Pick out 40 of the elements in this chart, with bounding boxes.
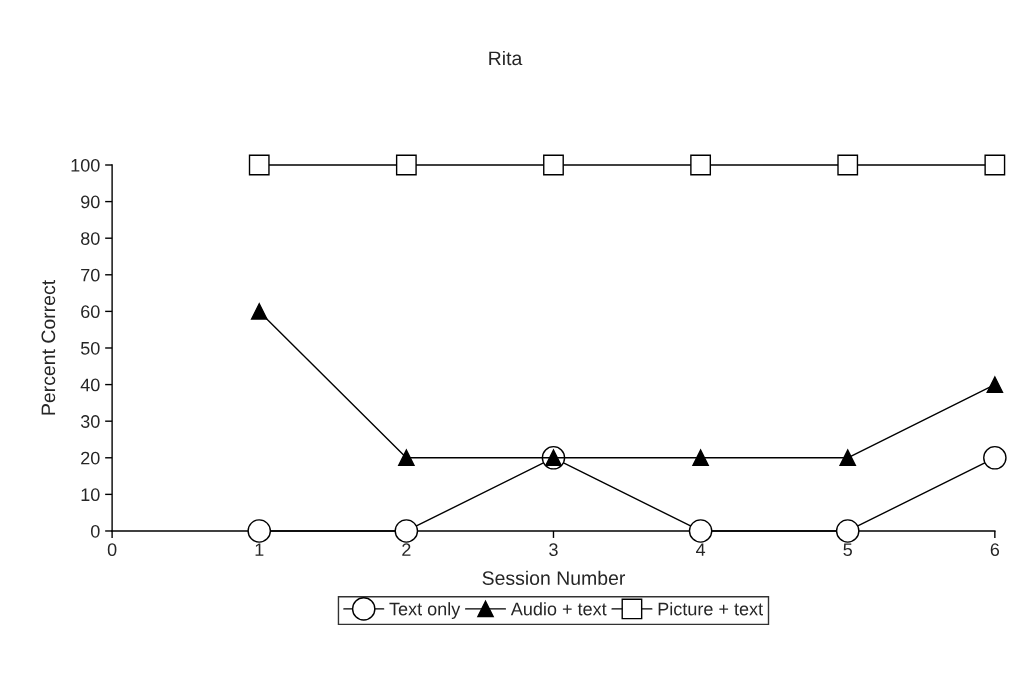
x-tick-label: 3 (549, 543, 558, 557)
y-tick-label: 80 (81, 232, 100, 245)
point (839, 449, 857, 467)
legend-label: Text only (389, 602, 461, 619)
y-tick-label: 40 (80, 378, 100, 392)
point (688, 519, 713, 543)
point (692, 449, 709, 467)
y-tick-label: 0 (90, 524, 100, 538)
point (837, 154, 859, 176)
y-tick-label: 30 (80, 415, 100, 428)
y-tick-label: 100 (71, 158, 100, 172)
y-tick-label: 60 (81, 305, 100, 319)
point (543, 154, 564, 176)
x-tick-label: 6 (990, 543, 1000, 557)
point (690, 154, 712, 176)
x-axis-title: Session Number (482, 570, 626, 586)
point (983, 445, 1007, 470)
point (398, 449, 415, 467)
y-tick-label: 20 (81, 451, 100, 465)
y-tick-label: 50 (80, 341, 100, 355)
point (250, 303, 268, 320)
point (986, 376, 1004, 393)
point (248, 154, 270, 176)
point (835, 519, 860, 543)
legend-label: Picture + text (658, 602, 763, 616)
x-tick-label: 0 (107, 543, 117, 557)
point (394, 519, 419, 543)
x-tick-label: 5 (843, 543, 852, 557)
y-tick-label: 10 (81, 488, 100, 502)
y-tick-label: 90 (81, 195, 100, 209)
x-tick-label: 4 (696, 543, 706, 556)
y-tick-label: 70 (81, 268, 100, 282)
chart-title: Rita (489, 50, 523, 66)
point (247, 519, 272, 543)
x-tick-label: 1 (255, 543, 264, 556)
point (984, 154, 1006, 176)
point (395, 154, 417, 176)
legend-label: Audio + text (510, 602, 607, 616)
y-axis-title: Percent Correct (41, 280, 56, 415)
x-tick-label: 2 (402, 543, 411, 556)
